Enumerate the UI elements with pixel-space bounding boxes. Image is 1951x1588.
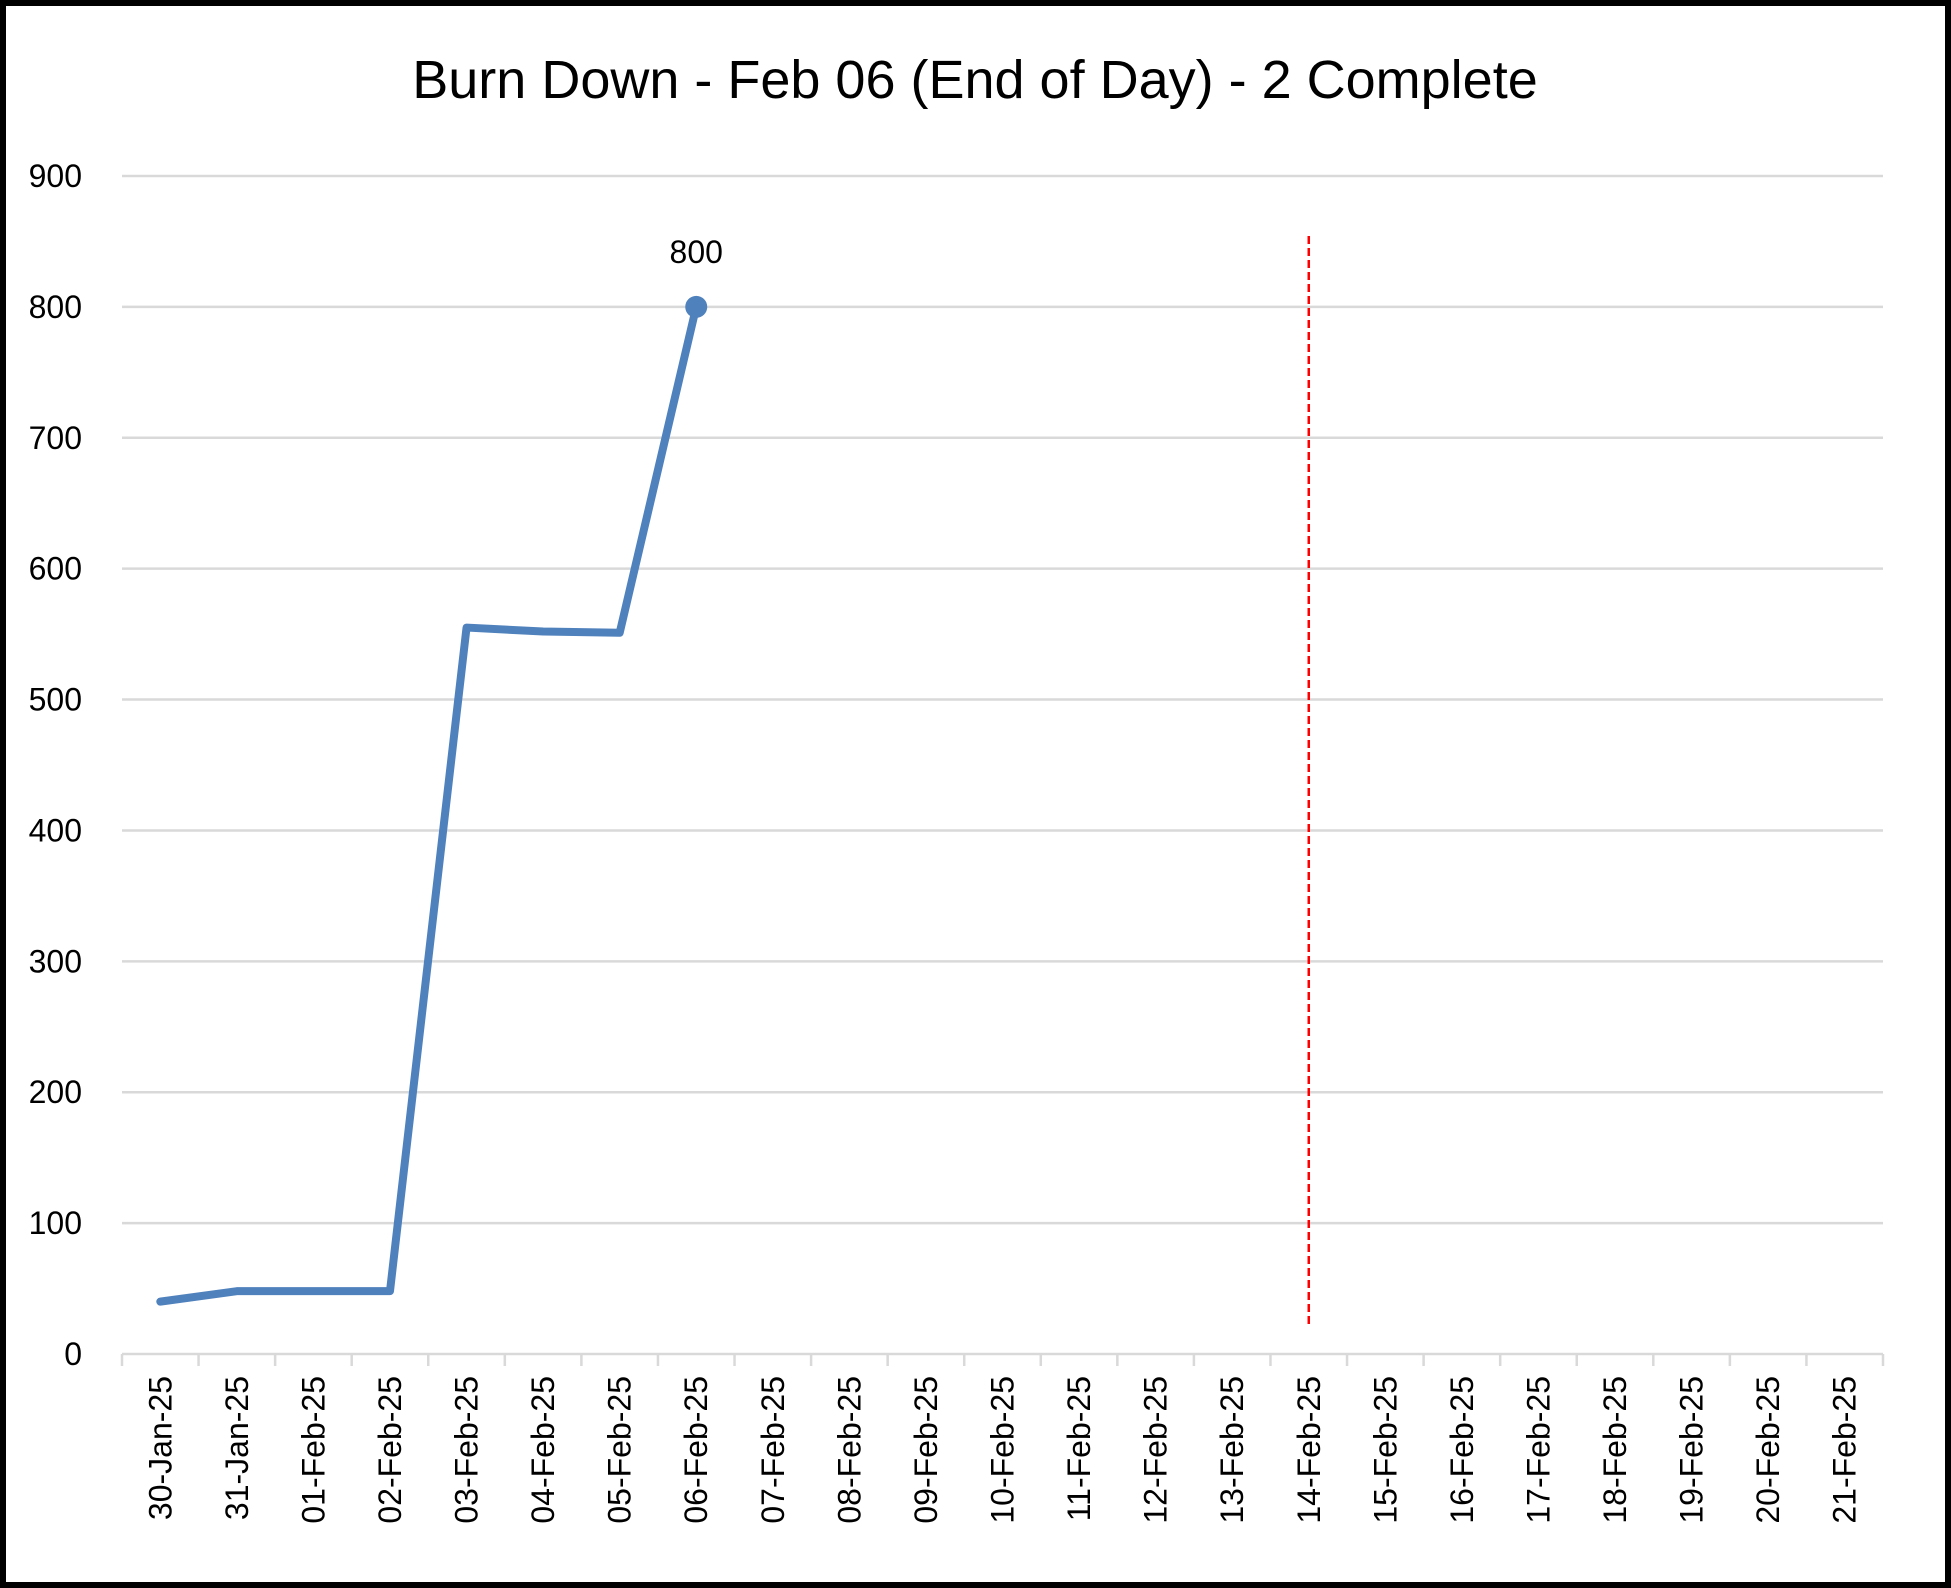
- x-tick-label: 19-Feb-25: [1674, 1376, 1710, 1524]
- x-tick-label: 17-Feb-25: [1520, 1376, 1556, 1524]
- x-tick-label: 06-Feb-25: [678, 1376, 714, 1524]
- x-tick-label: 16-Feb-25: [1444, 1376, 1480, 1524]
- y-tick-label: 300: [29, 943, 82, 979]
- y-axis-tick-labels: 0 100 200 300 400 500 600 700 800 900: [29, 158, 82, 1372]
- x-tick-label: 10-Feb-25: [985, 1376, 1021, 1524]
- y-tick-label: 600: [29, 551, 82, 587]
- x-tick-label: 30-Jan-25: [142, 1376, 178, 1520]
- y-tick-label: 0: [64, 1336, 82, 1372]
- gridlines: [122, 174, 1883, 1225]
- y-tick-label: 800: [29, 289, 82, 325]
- data-label: 800: [670, 234, 723, 270]
- y-tick-label: 200: [29, 1074, 82, 1110]
- x-tick-label: 07-Feb-25: [755, 1376, 791, 1524]
- x-tick-label: 09-Feb-25: [908, 1376, 944, 1524]
- y-tick-label: 500: [29, 682, 82, 718]
- x-tick-label: 01-Feb-25: [295, 1376, 331, 1524]
- x-tick-label: 08-Feb-25: [831, 1376, 867, 1524]
- y-tick-label: 900: [29, 158, 82, 194]
- x-axis-tick-labels: 30-Jan-25 31-Jan-25 01-Feb-25 02-Feb-25 03-F…: [142, 1376, 1862, 1524]
- x-axis: [120, 1352, 1885, 1366]
- x-tick-label: 02-Feb-25: [372, 1376, 408, 1524]
- x-tick-label: 20-Feb-25: [1750, 1376, 1786, 1524]
- x-tick-label: 03-Feb-25: [449, 1376, 485, 1524]
- data-point-marker: [685, 295, 708, 318]
- y-tick-label: 100: [29, 1205, 82, 1241]
- series-layer: [156, 295, 708, 1306]
- x-tick-label: 04-Feb-25: [525, 1376, 561, 1524]
- x-tick-label: 12-Feb-25: [1138, 1376, 1174, 1524]
- x-tick-label: 21-Feb-25: [1827, 1376, 1863, 1524]
- chart-title: Burn Down - Feb 06 (End of Day) - 2 Comp…: [412, 50, 1537, 110]
- y-tick-label: 700: [29, 420, 82, 456]
- x-tick-label: 11-Feb-25: [1061, 1376, 1097, 1521]
- x-tick-label: 13-Feb-25: [1214, 1376, 1250, 1524]
- data-labels: 800: [670, 234, 723, 270]
- y-tick-label: 400: [29, 812, 82, 848]
- x-tick-label: 05-Feb-25: [602, 1376, 638, 1524]
- x-tick-label: 15-Feb-25: [1367, 1376, 1403, 1524]
- x-tick-label: 14-Feb-25: [1291, 1376, 1327, 1524]
- x-tick-label: 31-Jan-25: [219, 1376, 255, 1520]
- series-line: [156, 302, 701, 1306]
- x-tick-label: 18-Feb-25: [1597, 1376, 1633, 1524]
